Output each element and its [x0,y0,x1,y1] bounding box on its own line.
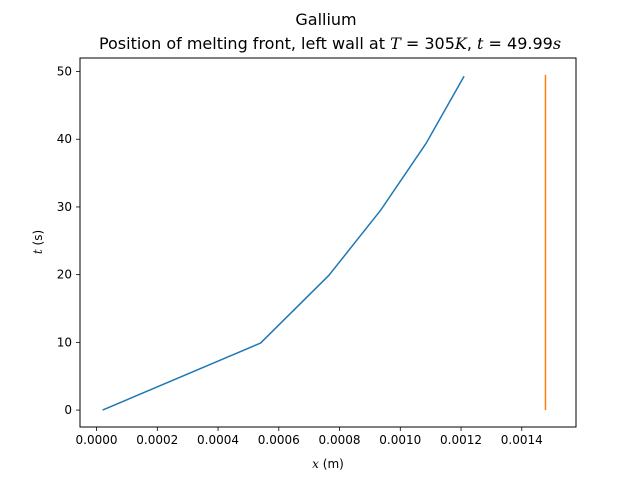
y-tick-label: 40 [57,132,72,146]
y-tick-label: 50 [57,65,72,79]
y-tick-label: 30 [57,200,72,214]
x-tick-label: 0.0004 [197,433,239,447]
x-tick-label: 0.0014 [501,433,543,447]
subtitle-prefix: Position of melting front, left wall at [99,34,390,53]
series-layer [102,74,547,411]
y-tick-label: 10 [57,335,72,349]
subtitle-T-symbol: T [390,34,402,53]
chart-subtitle: Position of melting front, left wall at … [99,34,561,53]
tick-layer: 0.0000 0.0002 0.0004 0.0006 0.0008 0.0010 0.00… [57,65,543,447]
y-axis-label: t (s) [31,230,45,254]
subtitle-separator: , [467,34,477,53]
x-tick-label: 0.0008 [319,433,361,447]
x-tick-label: 0.0010 [379,433,421,447]
plot-frame [79,57,577,428]
subtitle-t-symbol: t [477,34,484,53]
x-axis-label-var: x [312,457,319,471]
chart-title: Gallium [295,10,356,29]
x-tick-label: 0.0002 [136,433,178,447]
x-tick-label: 0.0000 [76,433,118,447]
x-axis-label: x (m) [312,457,344,471]
subtitle-T-value: = 305 [401,34,455,53]
series-line-1 [102,75,465,411]
y-tick-label: 0 [64,403,72,417]
y-tick-label: 20 [57,268,72,282]
subtitle-s-symbol: s [553,34,561,53]
y-axis-label-var: t [31,249,45,254]
subtitle-K-symbol: K [454,34,468,53]
x-axis-label-unit: (m) [319,457,344,471]
y-axis-label-unit: (s) [31,230,45,249]
x-tick-label: 0.0012 [440,433,482,447]
subtitle-t-value: = 49.99 [483,34,552,53]
x-tick-label: 0.0006 [258,433,300,447]
